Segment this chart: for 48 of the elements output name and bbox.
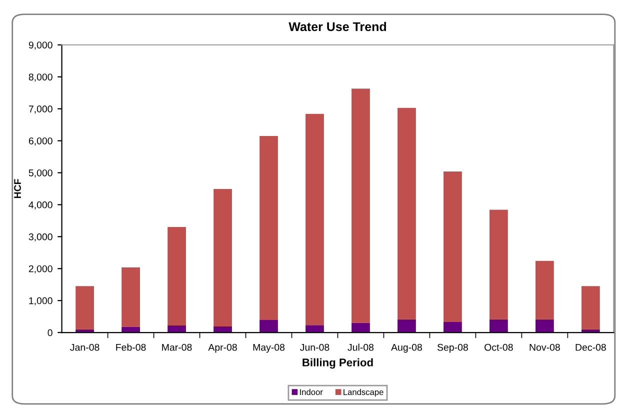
y-tick-label: 5,000: [28, 169, 52, 178]
x-tick-label: Jul-08: [348, 344, 374, 351]
bar: [444, 322, 462, 333]
bar: [581, 286, 600, 330]
bar: [122, 267, 140, 327]
bar: [306, 114, 324, 326]
bar: [535, 319, 554, 333]
bar: [260, 320, 278, 333]
y-tick-label: 2,000: [28, 265, 52, 274]
x-tick-label: Nov-08: [530, 344, 560, 351]
bar: [398, 319, 416, 333]
x-tick-label: Dec-08: [576, 344, 606, 351]
bar: [214, 326, 232, 333]
legend-label: Landscape: [344, 388, 384, 397]
x-tick-label: Oct-08: [484, 344, 513, 351]
x-tick-label: May-08: [253, 344, 285, 353]
y-tick-label: 6,000: [28, 137, 52, 146]
bar: [444, 171, 462, 322]
bar: [490, 319, 508, 333]
bar: [306, 325, 324, 333]
y-tick-label: 0: [48, 329, 52, 336]
y-tick-label: 8,000: [28, 74, 52, 82]
y-tick-label: 3,000: [28, 233, 52, 242]
y-tick-label: 7,000: [28, 106, 52, 114]
y-tick-label: 4,000: [28, 201, 52, 210]
bar: [535, 260, 554, 320]
x-tick-label: Jan-08: [70, 344, 100, 351]
bar: [398, 108, 416, 320]
x-tick-label: Jun-08: [300, 344, 330, 351]
y-tick-label: 1,000: [29, 297, 52, 306]
x-tick-label: Feb-08: [116, 344, 146, 351]
y-tick-label: 9,000: [28, 42, 52, 50]
legend-label: Indoor: [300, 388, 323, 396]
y-axis-title: HCF: [14, 179, 21, 198]
bar: [168, 227, 186, 326]
bar: [352, 322, 370, 333]
x-axis-title: Billing Period: [302, 358, 373, 369]
x-tick-label: Apr-08: [208, 344, 237, 353]
bar: [214, 189, 232, 326]
x-tick-label: Sep-08: [437, 344, 468, 353]
bar: [490, 210, 508, 320]
x-tick-label: Aug-08: [391, 344, 422, 353]
bar: [352, 88, 370, 323]
x-tick-label: Mar-08: [162, 344, 192, 351]
bar: [260, 136, 278, 320]
bar: [168, 325, 186, 333]
chart-title: Water Use Trend: [288, 22, 386, 32]
bar: [76, 286, 94, 330]
